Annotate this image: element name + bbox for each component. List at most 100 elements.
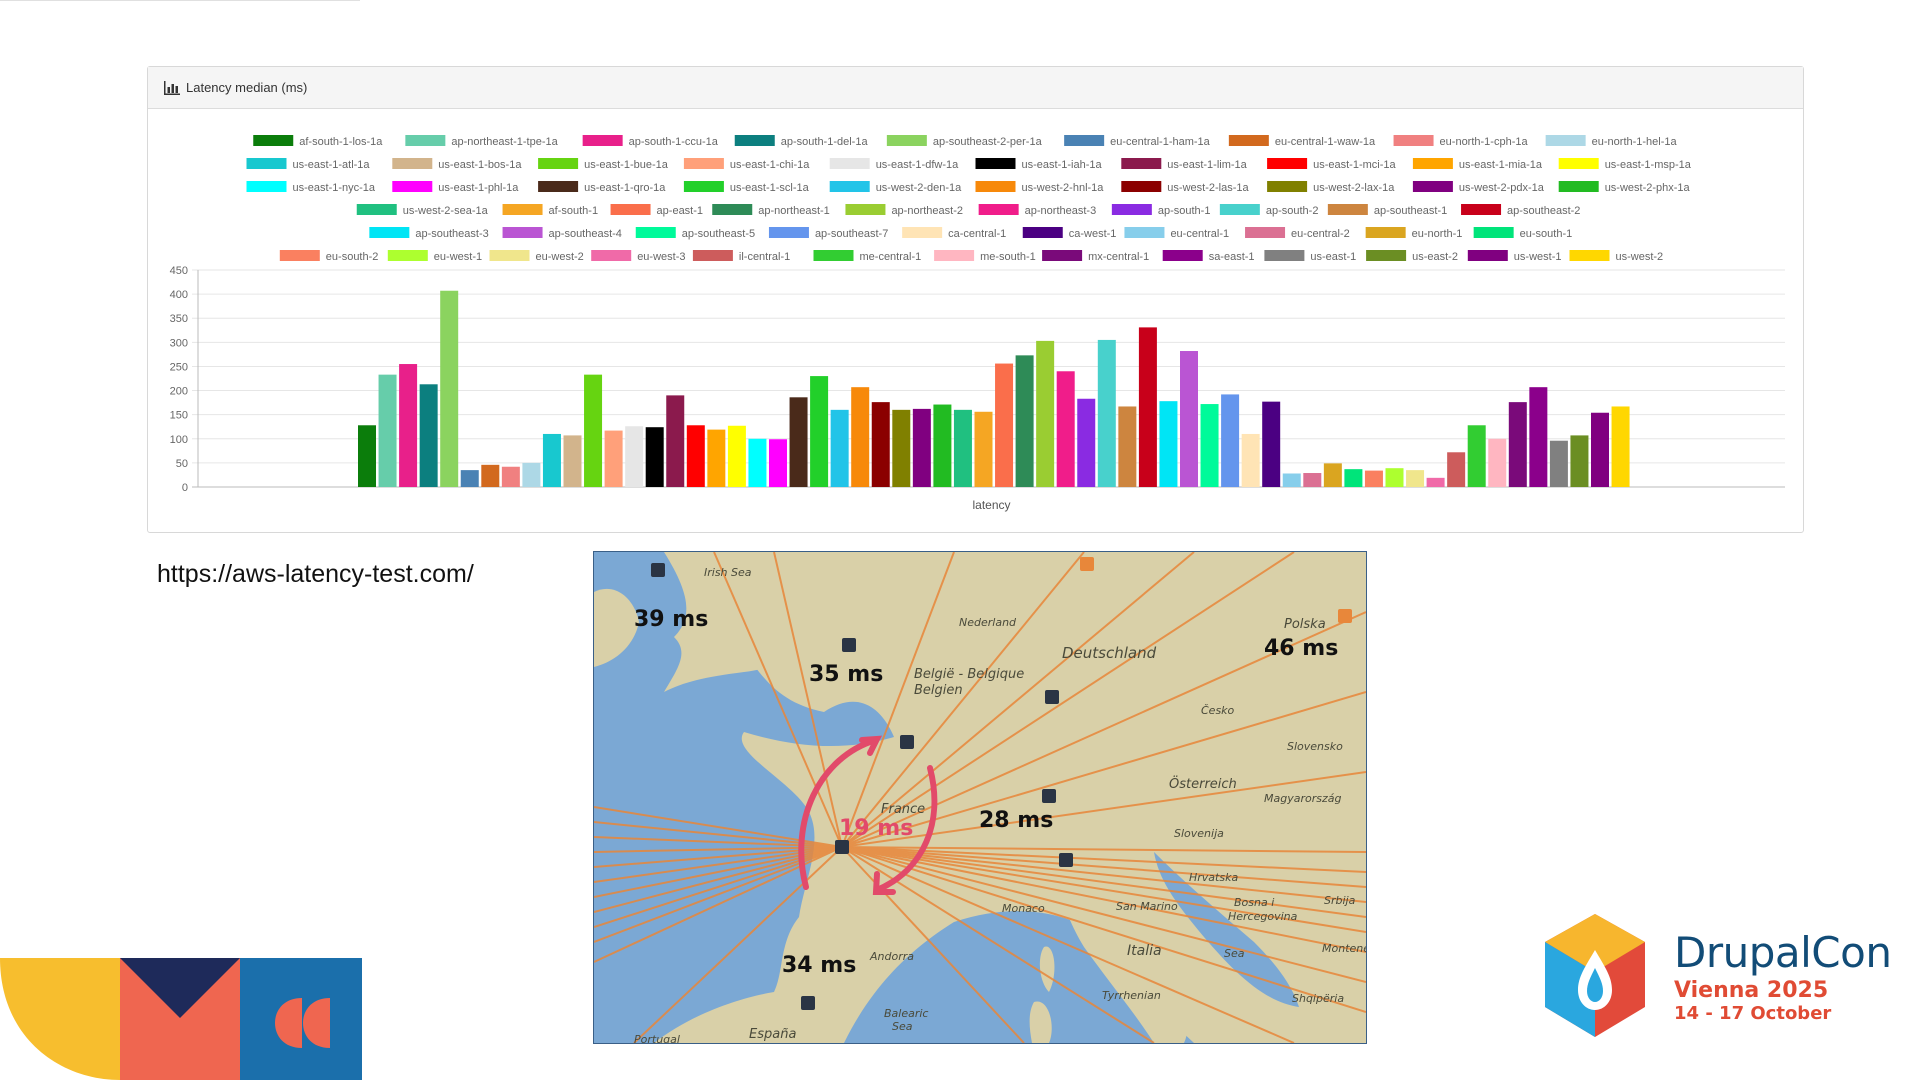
bar-us-west-2-phx-1a[interactable] <box>933 404 952 487</box>
bar-us-east-1-mia-1a[interactable] <box>707 429 726 487</box>
bar-ca-central-1[interactable] <box>1241 433 1260 487</box>
bar-us-west-2-pdx-1a[interactable] <box>912 408 931 487</box>
bar-eu-central-1-ham-1a[interactable] <box>460 470 479 487</box>
legend-item-eu-north-1-hel-1a[interactable]: eu-north-1-hel-1a <box>1545 135 1678 148</box>
legend-item-af-south-1[interactable]: af-south-1 <box>502 204 599 217</box>
bar-us-east-1-mci-1a[interactable] <box>686 425 705 487</box>
bar-ap-south-1-del-1a[interactable] <box>419 384 438 487</box>
bar-ap-southeast-5[interactable] <box>1200 404 1219 487</box>
legend-item-us-east-1-bue-1a[interactable]: us-east-1-bue-1a <box>538 158 669 171</box>
legend-item-us-east-1-bos-1a[interactable]: us-east-1-bos-1a <box>392 158 522 171</box>
bar-ap-southeast-3[interactable] <box>1159 401 1178 487</box>
bar-us-west-1[interactable] <box>1591 412 1609 487</box>
legend-item-us-east-2[interactable]: us-east-2 <box>1366 250 1458 263</box>
bar-eu-central-1[interactable] <box>1282 473 1301 487</box>
legend-item-us-east-1-nyc-1a[interactable]: us-east-1-nyc-1a <box>246 181 376 194</box>
legend-item-me-central-1[interactable]: me-central-1 <box>813 250 922 263</box>
legend-item-eu-central-1-waw-1a[interactable]: eu-central-1-waw-1a <box>1228 135 1376 148</box>
legend-item-us-east-1-scl-1a[interactable]: us-east-1-scl-1a <box>683 181 810 194</box>
bar-us-west-2-den-1a[interactable] <box>830 409 849 487</box>
bar-us-east-1-qro-1a[interactable] <box>789 397 808 487</box>
legend-item-eu-central-1[interactable]: eu-central-1 <box>1124 227 1229 240</box>
legend-item-us-east-1-phl-1a[interactable]: us-east-1-phl-1a <box>392 181 519 194</box>
bar-us-west-2-hnl-1a[interactable] <box>851 387 870 487</box>
bar-il-central-1[interactable] <box>1447 452 1466 487</box>
legend-item-eu-west-1[interactable]: eu-west-1 <box>387 250 482 263</box>
legend-item-ca-central-1[interactable]: ca-central-1 <box>902 227 1006 240</box>
bar-eu-central-1-waw-1a[interactable] <box>481 464 500 487</box>
bar-ap-southeast-1[interactable] <box>1118 406 1137 487</box>
legend-item-us-east-1[interactable]: us-east-1 <box>1264 250 1356 263</box>
bar-us-west-2-las-1a[interactable] <box>871 402 890 487</box>
bar-ap-southeast-7[interactable] <box>1221 394 1240 487</box>
bar-eu-south-1[interactable] <box>1344 469 1363 487</box>
legend-item-eu-south-2[interactable]: eu-south-2 <box>279 250 379 263</box>
legend-item-us-east-1-mia-1a[interactable]: us-east-1-mia-1a <box>1412 158 1543 171</box>
legend-item-us-east-1-mci-1a[interactable]: us-east-1-mci-1a <box>1267 158 1397 171</box>
bar-sa-east-1[interactable] <box>1529 387 1548 487</box>
legend-item-af-south-1-los-1a[interactable]: af-south-1-los-1a <box>253 135 383 148</box>
legend-item-us-west-2-sea-1a[interactable]: us-west-2-sea-1a <box>356 204 489 217</box>
bar-us-east-1-nyc-1a[interactable] <box>748 438 767 487</box>
legend-item-ap-southeast-2-per-1a[interactable]: ap-southeast-2-per-1a <box>886 135 1043 148</box>
legend-item-ca-west-1[interactable]: ca-west-1 <box>1022 227 1117 240</box>
bar-us-east-1-dfw-1a[interactable] <box>625 426 644 487</box>
bar-us-east-1-iah-1a[interactable] <box>645 427 664 487</box>
bar-eu-west-2[interactable] <box>1406 470 1425 487</box>
bar-us-east-1-bos-1a[interactable] <box>563 435 582 487</box>
legend-item-ap-south-1-del-1a[interactable]: ap-south-1-del-1a <box>734 135 869 148</box>
bar-us-east-1-bue-1a[interactable] <box>584 374 603 487</box>
legend-item-ap-northeast-1[interactable]: ap-northeast-1 <box>712 204 830 217</box>
bar-us-east-1-atl-1a[interactable] <box>542 433 561 487</box>
bar-eu-north-1-cph-1a[interactable] <box>501 466 520 487</box>
bar-ap-southeast-2[interactable] <box>1138 327 1157 487</box>
legend-item-ap-southeast-4[interactable]: ap-southeast-4 <box>502 227 622 240</box>
legend-item-us-east-1-iah-1a[interactable]: us-east-1-iah-1a <box>975 158 1103 171</box>
legend-item-ap-southeast-2[interactable]: ap-southeast-2 <box>1461 204 1580 217</box>
legend-item-eu-west-3[interactable]: eu-west-3 <box>591 250 685 263</box>
bar-ap-northeast-1-tpe-1a[interactable] <box>378 374 397 487</box>
legend-item-ap-northeast-2[interactable]: ap-northeast-2 <box>845 204 963 217</box>
legend-item-us-east-1-chi-1a[interactable]: us-east-1-chi-1a <box>683 158 810 171</box>
legend-item-ap-east-1[interactable]: ap-east-1 <box>610 204 703 217</box>
legend-item-ap-south-1-ccu-1a[interactable]: ap-south-1-ccu-1a <box>582 135 719 148</box>
legend-item-ap-southeast-7[interactable]: ap-southeast-7 <box>768 227 888 240</box>
bar-us-east-1-chi-1a[interactable] <box>604 430 623 487</box>
legend-item-eu-central-2[interactable]: eu-central-2 <box>1245 227 1350 240</box>
bar-ap-south-2[interactable] <box>1097 339 1116 487</box>
bar-eu-central-2[interactable] <box>1303 473 1322 487</box>
bar-us-west-2-lax-1a[interactable] <box>892 409 911 487</box>
bar-us-east-1-phl-1a[interactable] <box>769 439 787 487</box>
legend-item-us-east-1-msp-1a[interactable]: us-east-1-msp-1a <box>1558 158 1692 171</box>
legend-item-eu-central-1-ham-1a[interactable]: eu-central-1-ham-1a <box>1064 135 1211 148</box>
legend-item-eu-south-1[interactable]: eu-south-1 <box>1473 227 1573 240</box>
bar-ap-southeast-4[interactable] <box>1180 351 1198 487</box>
legend-item-us-west-2-las-1a[interactable]: us-west-2-las-1a <box>1121 181 1249 194</box>
legend-item-us-east-1-lim-1a[interactable]: us-east-1-lim-1a <box>1121 158 1248 171</box>
legend-item-ap-southeast-1[interactable]: ap-southeast-1 <box>1327 204 1447 217</box>
bar-ca-west-1[interactable] <box>1262 401 1281 487</box>
legend-item-mx-central-1[interactable]: mx-central-1 <box>1042 250 1149 263</box>
legend-item-us-west-2-phx-1a[interactable]: us-west-2-phx-1a <box>1558 181 1691 194</box>
legend-item-us-west-2-hnl-1a[interactable]: us-west-2-hnl-1a <box>975 181 1105 194</box>
bar-ap-northeast-1[interactable] <box>1015 355 1034 487</box>
bar-ap-northeast-2[interactable] <box>1036 340 1055 487</box>
bar-me-south-1[interactable] <box>1488 438 1507 487</box>
bar-eu-north-1[interactable] <box>1323 463 1342 487</box>
legend-item-ap-south-2[interactable]: ap-south-2 <box>1219 204 1319 217</box>
bar-us-east-1-lim-1a[interactable] <box>666 395 685 487</box>
bar-ap-south-1-ccu-1a[interactable] <box>399 364 418 487</box>
bar-af-south-1-los-1a[interactable] <box>358 425 376 487</box>
legend-item-eu-north-1-cph-1a[interactable]: eu-north-1-cph-1a <box>1393 135 1529 148</box>
bar-ap-northeast-3[interactable] <box>1056 371 1075 487</box>
legend-item-il-central-1[interactable]: il-central-1 <box>692 250 790 263</box>
bar-ap-east-1[interactable] <box>995 363 1014 487</box>
legend-item-us-east-1-atl-1a[interactable]: us-east-1-atl-1a <box>246 158 371 171</box>
bar-eu-west-3[interactable] <box>1426 477 1445 487</box>
bar-ap-southeast-2-per-1a[interactable] <box>440 290 459 487</box>
legend-item-sa-east-1[interactable]: sa-east-1 <box>1162 250 1255 263</box>
legend-item-us-east-1-dfw-1a[interactable]: us-east-1-dfw-1a <box>829 158 959 171</box>
bar-us-west-2[interactable] <box>1611 406 1630 487</box>
bar-eu-north-1-hel-1a[interactable] <box>522 462 541 487</box>
legend-item-ap-northeast-1-tpe-1a[interactable]: ap-northeast-1-tpe-1a <box>405 135 559 148</box>
